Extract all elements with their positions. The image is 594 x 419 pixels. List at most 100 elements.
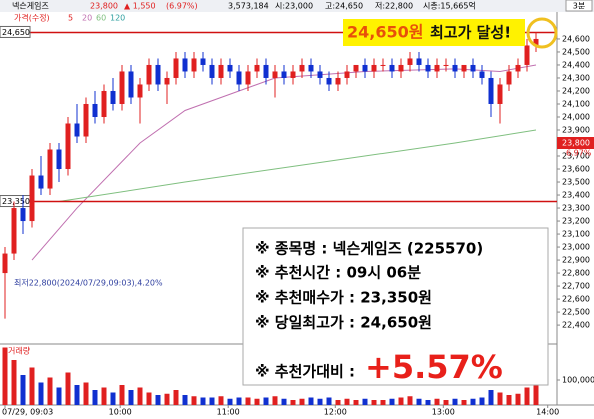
- y-tick-label: 22,600: [562, 295, 590, 304]
- y-tick-label: 23,600: [562, 165, 590, 174]
- y-tick-label: 24,400: [562, 60, 590, 69]
- legend-entry: 20: [82, 14, 92, 23]
- volume-bar: [272, 396, 278, 405]
- volume-bar: [461, 400, 467, 405]
- candle-body: [479, 71, 485, 78]
- candle-body: [11, 208, 17, 254]
- y-tick-label: 23,900: [562, 126, 590, 135]
- candle-body: [425, 64, 431, 72]
- candle-body: [38, 175, 44, 189]
- open: 시:23,000: [275, 2, 313, 11]
- candle-body: [110, 90, 116, 104]
- candle-body: [218, 64, 224, 78]
- volume-bar: [479, 397, 485, 405]
- legend-entry: 5: [68, 14, 73, 23]
- interval-button[interactable]: [565, 0, 593, 12]
- candle-body: [263, 64, 269, 78]
- candle-body: [524, 45, 530, 65]
- candle-body: [452, 64, 458, 72]
- candle-body: [272, 71, 278, 78]
- volume-bar: [56, 387, 62, 405]
- candle-body: [101, 90, 107, 117]
- candle-body: [65, 123, 71, 170]
- volume-bar: [317, 398, 323, 405]
- candle-body: [470, 64, 476, 72]
- volume-bar: [344, 398, 350, 405]
- volume-bar: [452, 398, 458, 405]
- candle-body: [74, 123, 80, 137]
- info-row: ※ 추천시간 : 09시 06분: [255, 264, 421, 282]
- candle-body: [47, 149, 53, 189]
- volume-bar: [335, 400, 341, 405]
- candle-body: [254, 64, 260, 72]
- volume-bar: [20, 375, 26, 405]
- volume-bar: [200, 397, 206, 405]
- candle-body: [236, 71, 242, 85]
- volume-bar: [515, 393, 521, 405]
- volume-bar: [173, 390, 179, 405]
- candle-body: [29, 175, 35, 222]
- volume-bar: [533, 382, 539, 405]
- candle-body: [227, 64, 233, 72]
- candle-body: [119, 71, 125, 104]
- volume-bar: [425, 400, 431, 405]
- y-tick-label: 23,400: [562, 191, 590, 200]
- candle-body: [281, 71, 287, 78]
- price-label: 가격(수정): [14, 13, 50, 23]
- volume-bar: [308, 397, 314, 405]
- volume-bar: [407, 396, 413, 405]
- candle-body: [398, 64, 404, 72]
- volume-bar: [398, 397, 404, 405]
- candle-body: [2, 253, 8, 274]
- low-note: 최저22,800(2024/07/29,09:03),4.20%: [14, 278, 163, 288]
- volume-bar: [146, 392, 152, 405]
- callout-box: [343, 19, 525, 46]
- highlight-circle: [526, 17, 558, 49]
- volume-bar: [470, 398, 476, 405]
- callout-price: 24,650원: [347, 23, 423, 42]
- x-tick-label: 11:00: [217, 408, 240, 417]
- low: 저:22,800: [375, 2, 413, 11]
- candle-body: [137, 84, 143, 98]
- volume-bar: [182, 395, 188, 405]
- volume-bar: [29, 367, 35, 405]
- volume-bar: [218, 396, 224, 405]
- volume-bar: [83, 382, 89, 405]
- x-tick-label: 10:00: [109, 408, 132, 417]
- volume-bar: [65, 372, 71, 405]
- candle-body: [92, 103, 98, 117]
- volume: 3,573,184: [228, 2, 269, 11]
- candle-body: [497, 84, 503, 104]
- y-tick-label: 24,600: [562, 34, 590, 43]
- volume-bar: [164, 393, 170, 405]
- volume-bar: [524, 387, 530, 405]
- candle-body: [290, 71, 296, 78]
- volume-bar: [92, 390, 98, 405]
- info-highlight-label: ※ 추천가대비 :: [255, 363, 355, 381]
- volume-bar: [155, 395, 161, 405]
- ma-line: [58, 129, 537, 203]
- volume-bar: [128, 390, 134, 405]
- candle-body: [209, 64, 215, 78]
- candle-body: [146, 64, 152, 85]
- y-tick-label: 23,300: [562, 204, 590, 213]
- y-tick-label: 23,100: [562, 230, 590, 239]
- y-tick-label: 23,500: [562, 178, 590, 187]
- candle-body: [173, 58, 179, 78]
- candle-body: [434, 64, 440, 72]
- volume-bar: [380, 400, 386, 405]
- callout-text: 최고가 달성!: [430, 24, 511, 42]
- ref-label: 24,650: [2, 28, 30, 37]
- y-tick-label: 22,900: [562, 256, 590, 265]
- header-bar: [0, 0, 594, 12]
- candle-body: [20, 208, 26, 222]
- legend-entry: 120: [110, 14, 125, 23]
- candle-body: [155, 64, 161, 85]
- candle-body: [353, 64, 359, 72]
- y-tick-label: 24,500: [562, 47, 590, 56]
- candle-body: [416, 58, 422, 65]
- volume-bar: [326, 397, 332, 405]
- candle-body: [380, 64, 386, 66]
- candle-body: [362, 64, 368, 72]
- y-tick-label: 23,200: [562, 217, 590, 226]
